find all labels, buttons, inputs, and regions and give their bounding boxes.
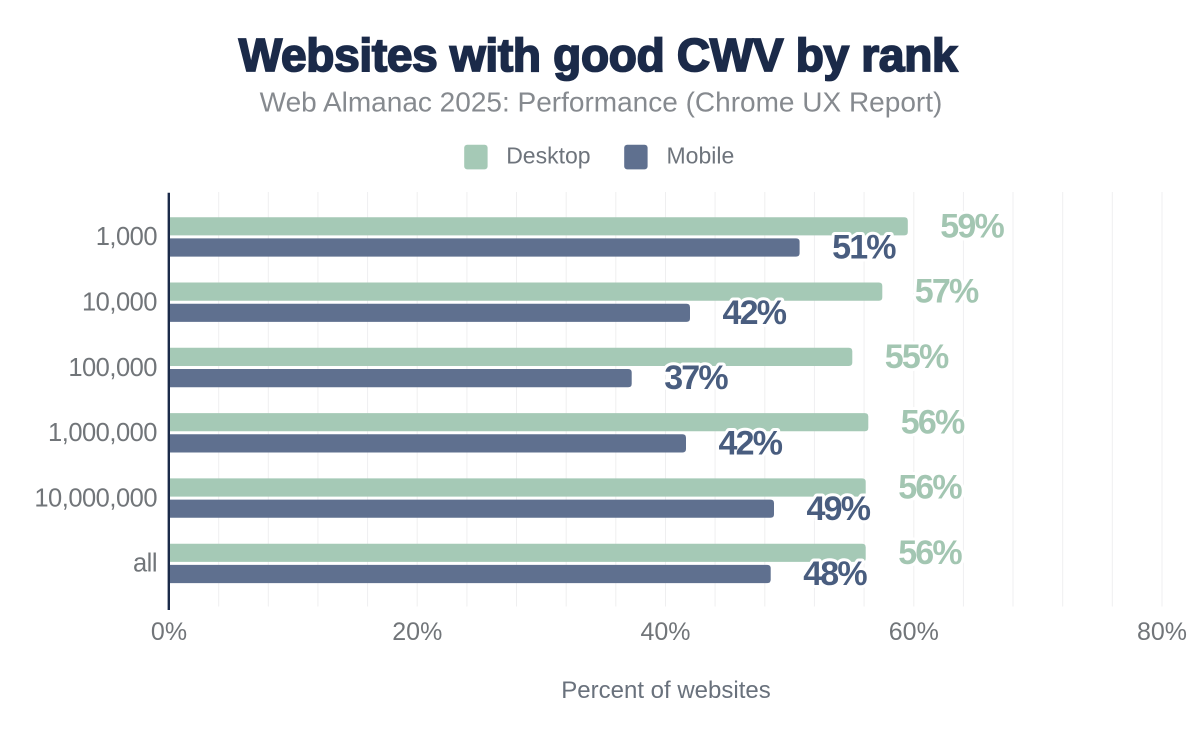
svg-text:0%: 0% [151, 618, 187, 646]
svg-text:51%: 51% [832, 229, 896, 267]
svg-text:42%: 42% [723, 294, 787, 332]
svg-text:56%: 56% [898, 534, 962, 572]
svg-text:59%: 59% [940, 207, 1004, 245]
svg-text:42%: 42% [719, 425, 783, 463]
svg-text:48%: 48% [803, 555, 867, 593]
svg-text:57%: 57% [915, 273, 979, 311]
svg-text:20%: 20% [392, 618, 442, 646]
svg-text:all: all [133, 550, 157, 578]
svg-text:Mobile: Mobile [667, 143, 735, 169]
svg-text:1,000: 1,000 [96, 223, 158, 251]
svg-text:40%: 40% [640, 618, 690, 646]
svg-text:80%: 80% [1137, 618, 1187, 646]
svg-text:56%: 56% [898, 469, 962, 507]
svg-text:56%: 56% [901, 403, 965, 441]
svg-text:Web Almanac 2025: Performance: Web Almanac 2025: Performance (Chrome UX… [260, 87, 943, 118]
svg-text:Percent of websites: Percent of websites [561, 677, 770, 704]
svg-text:55%: 55% [885, 338, 949, 376]
svg-text:1,000,000: 1,000,000 [48, 419, 157, 447]
svg-text:10,000: 10,000 [82, 289, 157, 317]
svg-text:Websites with good CWV by rank: Websites with good CWV by rank [239, 29, 958, 81]
svg-text:60%: 60% [889, 618, 939, 646]
svg-text:10,000,000: 10,000,000 [34, 484, 157, 512]
svg-text:37%: 37% [664, 359, 728, 397]
svg-text:Desktop: Desktop [506, 143, 590, 169]
svg-text:49%: 49% [807, 490, 871, 528]
svg-text:100,000: 100,000 [68, 354, 157, 382]
